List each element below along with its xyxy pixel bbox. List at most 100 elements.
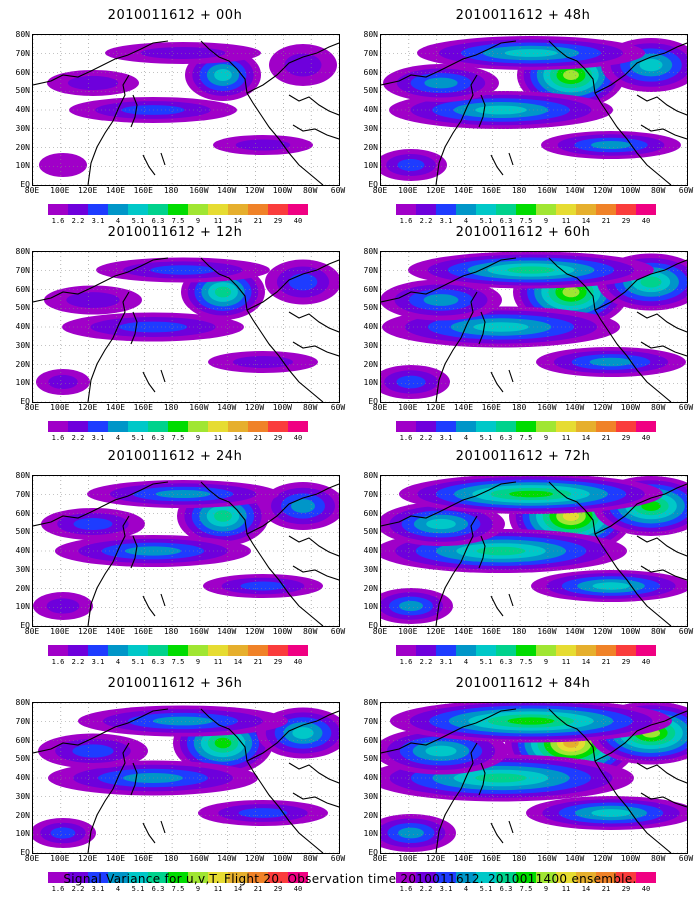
coastline xyxy=(33,708,169,754)
coastline xyxy=(142,593,166,617)
lon-label: 100E xyxy=(398,627,418,636)
lat-label: 20N xyxy=(15,359,30,369)
map-panel: 2010011612 + 12h 80N 70N 60N 50N 40N 30N 20N 10N… xyxy=(10,225,346,445)
colorbar-label: 7.5 xyxy=(171,658,185,666)
colorbar-swatch xyxy=(596,204,616,215)
lat-label: 70N xyxy=(15,265,30,275)
coastline xyxy=(246,259,339,311)
coastline xyxy=(490,820,514,844)
colorbar-swatch xyxy=(48,872,68,883)
map-plot xyxy=(32,251,340,403)
lon-label: 80E xyxy=(372,854,388,863)
lat-label: 30N xyxy=(363,791,378,801)
coastline xyxy=(292,341,339,357)
map-panel: 2010011612 + 72h 80N 70N 60N 50N 40N 30N 20N 10N… xyxy=(358,449,694,669)
lon-label: 140W xyxy=(217,403,237,412)
coastline xyxy=(87,742,130,853)
coastline xyxy=(381,40,517,86)
colorbar-swatch xyxy=(396,645,416,656)
lon-label: 180 xyxy=(511,186,527,195)
coastline xyxy=(87,291,130,402)
colorbar-swatch xyxy=(68,645,88,656)
colorbar-label: 1.6 xyxy=(51,434,65,442)
coastline xyxy=(435,74,478,185)
lon-label: 60W xyxy=(678,403,694,412)
lon-label: 100E xyxy=(398,186,418,195)
variance-contour xyxy=(639,58,663,72)
variance-map xyxy=(381,35,687,185)
lon-label: 80E xyxy=(372,627,388,636)
variance-contour xyxy=(155,490,211,498)
lon-label: 140E xyxy=(105,627,126,636)
colorbar-swatch xyxy=(436,645,456,656)
variance-contour xyxy=(214,737,232,749)
lat-label: 40N xyxy=(363,773,378,782)
colorbar-label: 9 xyxy=(195,217,201,225)
coastline xyxy=(87,515,130,626)
colorbar-swatch xyxy=(288,872,308,883)
variance-contour xyxy=(291,499,315,513)
lat-label: 80N xyxy=(363,30,378,39)
colorbar-swatch xyxy=(636,421,656,432)
colorbar-swatch xyxy=(148,645,168,656)
variance-contour xyxy=(399,600,423,612)
colorbar-label: 7.5 xyxy=(519,885,533,893)
lon-label: 120W xyxy=(592,186,613,195)
lon-label: 60W xyxy=(330,854,346,863)
map-plot xyxy=(380,34,688,186)
lat-label: 70N xyxy=(363,48,378,58)
lon-label: 100E xyxy=(398,403,418,412)
variance-contour xyxy=(398,827,424,839)
coastline xyxy=(435,291,478,402)
colorbar-label: 9 xyxy=(195,658,201,666)
variance-contour xyxy=(640,276,662,288)
lon-label: 80W xyxy=(302,627,318,636)
colorbar-swatch xyxy=(416,204,436,215)
map-plot xyxy=(380,702,688,854)
lon-label: 80W xyxy=(302,186,318,195)
colorbar xyxy=(48,872,308,883)
colorbar-swatch xyxy=(476,872,496,883)
lat-label: 40N xyxy=(15,105,30,114)
lat-label: 50N xyxy=(15,754,30,764)
colorbar-label: 2.2 xyxy=(71,885,85,893)
lat-label: 80N xyxy=(15,471,30,480)
lat-label: EQ xyxy=(20,180,30,189)
variance-contour xyxy=(507,266,555,274)
lon-label: 100E xyxy=(50,186,70,195)
lon-label: 80E xyxy=(24,627,40,636)
panel-title: 2010011612 + 36h xyxy=(107,676,243,691)
colorbar-swatch xyxy=(248,872,268,883)
lat-label: 50N xyxy=(363,303,378,313)
lat-label: EQ xyxy=(20,621,30,630)
colorbar-label: 11 xyxy=(561,658,571,666)
lat-label: 20N xyxy=(363,142,378,152)
colorbar-swatch xyxy=(48,421,68,432)
coastline xyxy=(142,820,166,844)
colorbar-label: 2.2 xyxy=(71,658,85,666)
variance-contour xyxy=(214,286,232,298)
coastline xyxy=(548,708,672,853)
variance-contour xyxy=(288,273,318,291)
coastline xyxy=(490,593,514,617)
lat-label: 70N xyxy=(363,265,378,275)
lon-label: 80W xyxy=(650,627,666,636)
coastline xyxy=(548,257,672,402)
lon-label: 80W xyxy=(302,854,318,863)
lon-label: 60W xyxy=(678,186,694,195)
colorbar-swatch xyxy=(128,204,148,215)
lon-label: 120W xyxy=(592,627,613,636)
coastline xyxy=(640,124,687,140)
lon-label: 160W xyxy=(189,854,209,863)
colorbar-swatch xyxy=(556,645,576,656)
colorbar-label: 29 xyxy=(273,658,283,666)
colorbar xyxy=(396,645,656,656)
colorbar-swatch xyxy=(68,421,88,432)
variance-contour xyxy=(507,717,555,725)
colorbar xyxy=(396,204,656,215)
colorbar-label: 2.2 xyxy=(71,217,85,225)
lat-label: 40N xyxy=(363,105,378,114)
lon-label: 140E xyxy=(105,403,126,412)
lat-label: 10N xyxy=(363,602,378,612)
map-panel: 2010011612 + 00h 80N 70N 60N 50N 40N 30N 20N 10N… xyxy=(10,8,346,228)
